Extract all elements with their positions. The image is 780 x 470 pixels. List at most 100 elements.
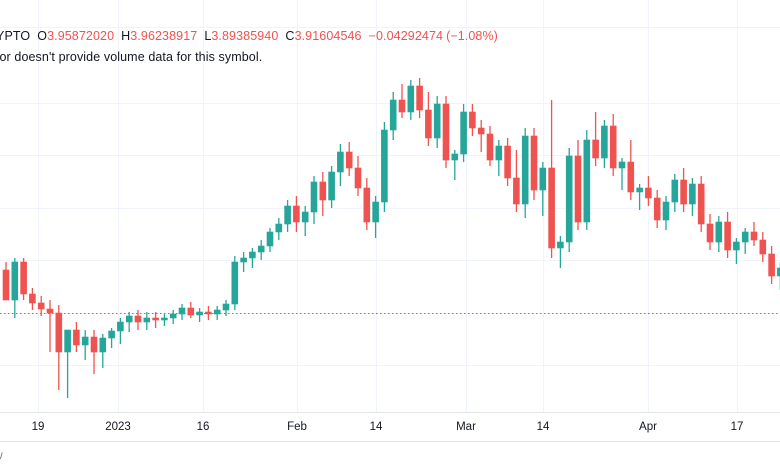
candle-body [636,187,643,193]
candle-body [345,151,353,169]
candle-body [372,201,379,223]
candle-body [433,103,441,139]
candle [706,214,714,250]
time-axis-label: Feb [287,421,307,433]
candle-body [697,183,705,225]
candle [196,308,203,322]
candle [530,128,538,200]
candle-body [117,321,124,332]
candle [733,238,740,264]
candle-body [504,145,511,179]
candle-body [548,167,555,249]
candlestick-plot[interactable] [0,0,780,412]
candle [697,176,705,232]
candle-body [750,231,758,241]
candle-body [618,161,626,169]
candle-body [671,179,679,203]
candle-body [178,307,186,315]
candle [627,140,635,200]
time-axis-label: Mar [456,421,476,433]
candle-body [29,293,36,304]
time-axis-label: 17 [730,421,744,433]
candle [152,312,159,328]
candle [689,178,696,216]
candle-body [46,308,54,314]
candle [29,288,36,310]
candle-body [662,201,670,221]
candle [90,330,98,374]
candle-body [152,317,159,321]
candle [11,258,19,318]
candle-body [416,85,423,111]
candle [768,246,775,284]
candle [231,256,239,310]
candle [504,138,511,186]
candle [310,176,318,224]
candle [178,304,186,320]
candle [117,318,124,344]
candle-body [733,241,740,251]
candle-body [715,221,723,243]
candle-body [583,139,591,223]
candle [81,330,89,360]
time-axis-label: 16 [196,421,210,433]
candle [363,178,371,230]
time-axis-label: 14 [536,421,550,433]
candle-body [680,179,687,205]
candle-body [741,231,749,243]
candle [328,166,335,208]
candle [618,158,626,190]
candle [609,114,617,176]
candle-body [37,302,45,310]
candle [750,222,758,246]
candle-body [301,211,309,223]
candle [161,314,168,326]
candle [433,96,441,148]
candle-body [125,315,133,323]
candle-body [601,125,608,159]
candle [64,329,71,398]
candle-body [486,133,494,161]
candle-body [724,221,731,251]
candle-body [653,197,661,221]
candle-body [398,99,406,113]
candle-body [161,317,168,321]
candle-body [337,151,344,173]
candle-body [469,111,476,129]
plot-svg [0,0,780,412]
candle-body [73,329,80,346]
candle [724,212,731,258]
candle [169,310,177,324]
candle-body [521,135,529,205]
candle [73,322,80,352]
candle [477,120,485,152]
time-axis[interactable]: 19 2023 16 Feb 14 Mar 14 Apr 17 [0,412,780,443]
time-axis-label: 19 [31,421,45,433]
candle-body [328,171,335,201]
candle-body [134,315,142,323]
candle-body [187,307,195,316]
candle-body [407,85,415,113]
candle-body [11,261,19,301]
candle [143,312,151,330]
candle [381,122,388,212]
candle [337,144,344,186]
candle-body [451,153,459,161]
candle [240,252,247,272]
candle [513,150,520,212]
candle-body [240,257,247,263]
candle-body [759,239,767,255]
candle [266,228,274,252]
axis-bottom-divider [0,441,780,442]
candle-body [557,241,564,249]
candle-body [169,313,177,319]
candle [662,196,670,230]
candle-body [284,205,291,225]
candle [451,150,459,180]
candle [20,258,27,300]
candle-body [319,181,327,201]
candle [583,130,591,230]
candle-body [513,177,520,205]
candle [636,184,643,210]
candle [486,126,494,166]
